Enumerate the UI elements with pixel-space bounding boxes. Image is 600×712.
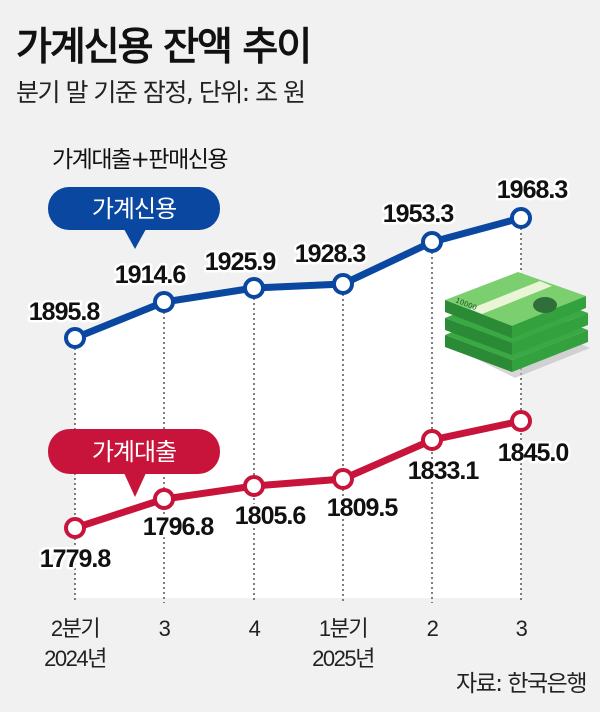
series-note: 가계대출+판매신용	[52, 147, 229, 173]
x-label-year: 2024년	[44, 646, 107, 671]
source-note: 자료: 한국은행	[455, 671, 588, 697]
svg-text:1895.8: 1895.8	[29, 298, 101, 326]
x-label-2024q4: 4	[224, 614, 284, 644]
x-label-2025q3: 3	[491, 614, 551, 644]
svg-text:1779.8: 1779.8	[40, 545, 112, 573]
x-label-quarter: 2분기	[50, 616, 101, 641]
svg-text:1968.3: 1968.3	[497, 176, 568, 204]
legend-callout-household-loans: 가계대출	[48, 429, 220, 497]
svg-text:1833.1: 1833.1	[408, 457, 480, 485]
chart-title: 가계신용 잔액 추이	[16, 25, 312, 70]
series-markers-household-loans	[64, 410, 532, 539]
series-markers-household-credit	[64, 207, 532, 349]
x-label-2025q2: 2	[402, 614, 462, 644]
money-stack-icon: 10000	[445, 272, 590, 378]
x-label-2024q2: 2분기 2024년	[25, 614, 125, 674]
legend-callout-household-credit: 가계신용	[48, 187, 220, 249]
svg-text:1796.8: 1796.8	[143, 513, 215, 541]
svg-text:1914.6: 1914.6	[115, 261, 186, 289]
x-label-2025q1: 1분기 2025년	[293, 614, 393, 674]
x-label-quarter: 2	[426, 616, 439, 641]
x-label-quarter: 1분기	[318, 616, 369, 641]
svg-text:가계신용: 가계신용	[92, 195, 176, 223]
svg-text:1809.5: 1809.5	[327, 494, 399, 522]
x-label-quarter: 4	[248, 616, 261, 641]
value-labels-household-loans: 1779.8 1796.8 1805.6 1809.5 1833.1 1845.…	[37, 437, 572, 576]
x-label-year: 2025년	[312, 646, 375, 671]
value-labels-household-credit: 1895.8 1914.6 1925.9 1928.3 1953.3 1968.…	[26, 174, 571, 329]
svg-text:1928.3: 1928.3	[295, 240, 366, 268]
svg-text:1805.6: 1805.6	[235, 502, 306, 530]
x-label-quarter: 3	[158, 616, 171, 641]
svg-text:가계대출: 가계대출	[92, 438, 176, 466]
series-line-household-credit	[73, 214, 522, 342]
chart-area-fill	[75, 218, 521, 598]
svg-text:1845.0: 1845.0	[498, 439, 569, 467]
svg-text:1953.3: 1953.3	[383, 200, 454, 228]
svg-text:1925.9: 1925.9	[205, 248, 276, 276]
x-label-quarter: 3	[515, 616, 528, 641]
chart-subtitle: 분기 말 기준 잠정, 단위: 조 원	[16, 78, 306, 107]
x-label-2024q3: 3	[134, 614, 194, 644]
series-line-household-loans	[73, 417, 522, 532]
